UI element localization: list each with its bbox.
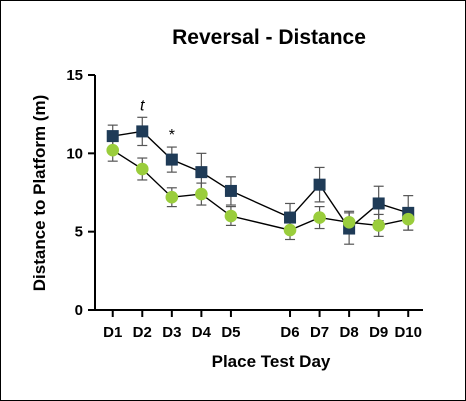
axes: 0 5 10 15 D1 D2 D3 D4 D5 D6 D7 D8 D9 D10 [66, 67, 423, 341]
data-point-square [165, 153, 178, 166]
y-axis-label: Distance to Platform (m) [30, 95, 49, 291]
x-tick-label: D2 [133, 324, 152, 341]
x-tick-label: D6 [280, 324, 299, 341]
x-tick-label: D5 [221, 324, 240, 341]
data-point-circle [224, 209, 238, 223]
x-tick-label: D9 [369, 324, 388, 341]
annotation-layer: t* [140, 97, 175, 144]
data-point-square [372, 197, 385, 210]
data-point-circle [283, 223, 297, 237]
data-point-square [224, 184, 237, 197]
data-point-circle [313, 211, 326, 224]
series-circle [107, 138, 414, 241]
x-tick-label: D1 [103, 324, 122, 341]
x-tick-label: D8 [340, 324, 359, 341]
markers-circle [106, 143, 415, 237]
data-point-circle [342, 215, 356, 229]
x-tick-label: D7 [310, 324, 329, 341]
chart-title: Reversal - Distance [172, 26, 366, 49]
data-point-circle [165, 190, 179, 204]
x-tick-label: D4 [192, 324, 212, 341]
series-line [112, 130, 409, 230]
data-point-square [284, 211, 297, 224]
significance-marker: * [169, 127, 175, 144]
series-square [107, 116, 414, 245]
y-tick-label: 10 [66, 145, 83, 162]
data-point-circle [106, 143, 120, 157]
y-tick-label: 0 [75, 302, 83, 319]
data-point-circle [195, 187, 208, 201]
data-point-circle [401, 212, 415, 226]
data-point-square [106, 130, 119, 143]
data-point-circle [135, 162, 149, 176]
y-tick-label: 5 [75, 224, 83, 241]
x-tick-label: D10 [394, 324, 422, 341]
series-line [112, 149, 409, 231]
x-tick-label: D3 [162, 324, 181, 341]
y-tick-label: 15 [66, 67, 83, 84]
data-point-circle [372, 219, 385, 232]
series-layer [106, 116, 415, 245]
data-point-square [195, 166, 208, 179]
data-point-square [136, 125, 149, 138]
x-axis-label: Place Test Day [212, 352, 331, 371]
significance-marker: t [140, 97, 145, 114]
data-point-square [313, 178, 326, 191]
